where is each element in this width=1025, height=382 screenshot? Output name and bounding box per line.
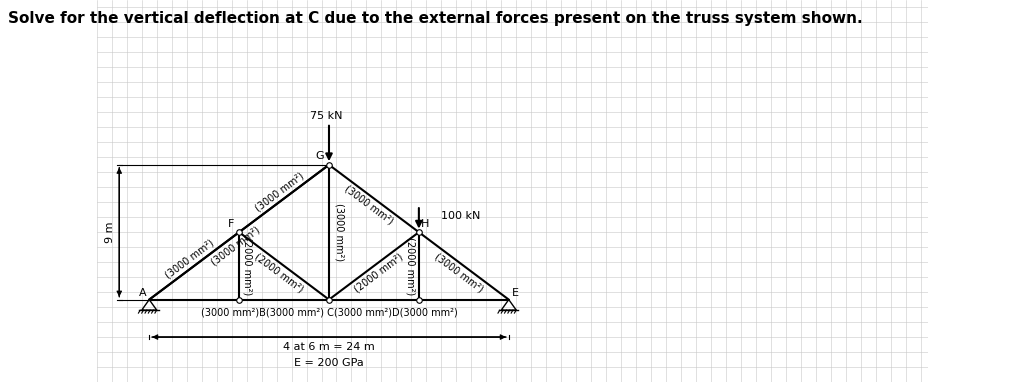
Text: (3000 mm²)B(3000 mm²) C(3000 mm²)D(3000 mm²): (3000 mm²)B(3000 mm²) C(3000 mm²)D(3000 … — [201, 308, 457, 318]
Text: G: G — [316, 151, 325, 161]
Text: (2000 mm²): (2000 mm²) — [242, 237, 252, 295]
Text: E: E — [511, 288, 519, 298]
Text: 75 kN: 75 kN — [310, 111, 342, 121]
Text: H: H — [421, 219, 429, 229]
Text: A: A — [139, 288, 147, 298]
Text: F: F — [228, 219, 234, 229]
Text: (3000 mm²): (3000 mm²) — [433, 251, 485, 294]
Text: (3000 mm²): (3000 mm²) — [209, 225, 261, 267]
Text: 9 m: 9 m — [105, 222, 115, 243]
Text: (2000 mm²): (2000 mm²) — [406, 237, 415, 295]
Text: E = 200 GPa: E = 200 GPa — [294, 358, 364, 368]
Text: (3000 mm²): (3000 mm²) — [334, 203, 344, 261]
Text: (3000 mm²): (3000 mm²) — [163, 238, 215, 281]
Text: (2000 mm²): (2000 mm²) — [253, 251, 305, 294]
Text: Solve for the vertical deflection at C due to the external forces present on the: Solve for the vertical deflection at C d… — [8, 11, 863, 26]
Text: 100 kN: 100 kN — [442, 211, 481, 221]
Text: (3000 mm²): (3000 mm²) — [342, 184, 396, 227]
Text: (3000 mm²): (3000 mm²) — [253, 170, 305, 213]
Text: (2000 mm²): (2000 mm²) — [353, 251, 405, 294]
Text: 4 at 6 m = 24 m: 4 at 6 m = 24 m — [283, 342, 375, 351]
